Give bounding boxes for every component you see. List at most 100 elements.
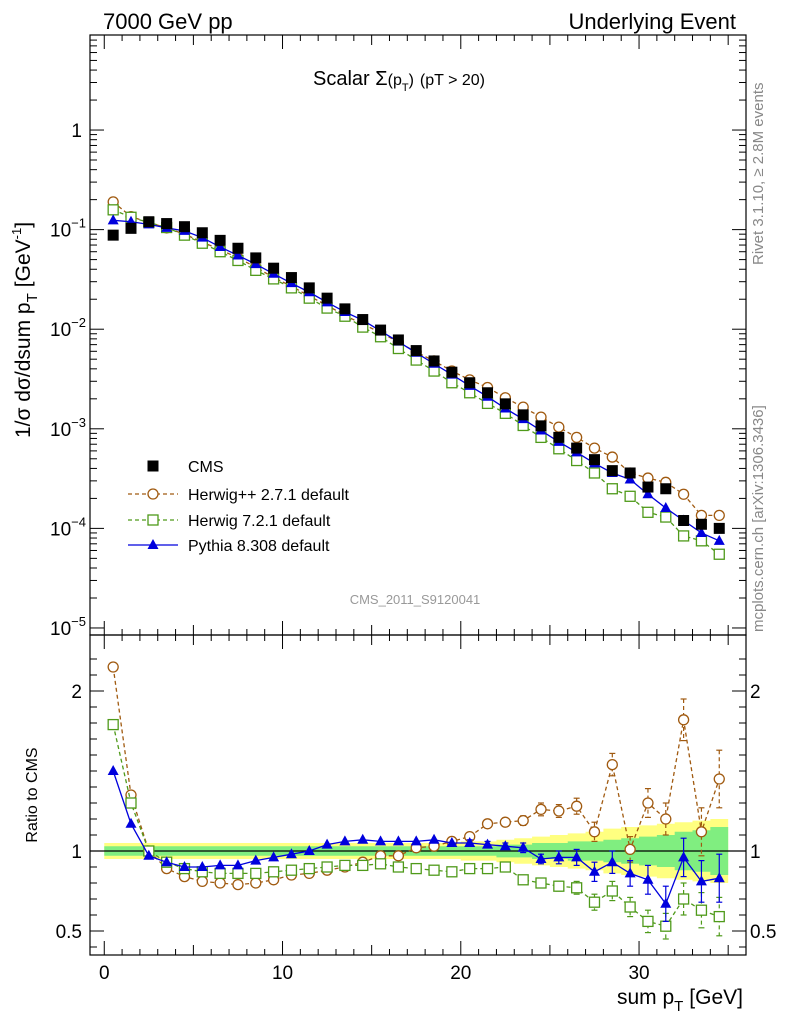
ratio-point-pythia-8-308-default: [571, 851, 583, 862]
ratio-point-pythia-8-308-default: [713, 872, 725, 883]
main-ytick-base: 10: [50, 619, 71, 640]
main-point-herwig-7-2-1-default: [624, 490, 636, 502]
main-point-cms: [392, 334, 404, 346]
ratio-point-pythia-8-308-default: [196, 861, 208, 871]
ratio-point-herwig-7-2-1-default: [464, 862, 476, 875]
side-label-bottom: mcplots.cern.ch [arXiv:1306.3436]: [750, 405, 767, 632]
ratio-ytick-label-right: 2: [750, 682, 761, 703]
ratio-point-pythia-8-308-default: [375, 835, 387, 846]
ratio-point-herwig-2-7-1-default: [606, 758, 618, 771]
ratio-point-pythia-8-308-default: [410, 835, 422, 846]
x-axis-label: sum pT [GeV]: [617, 986, 743, 1015]
main-point-cms: [482, 387, 494, 399]
main-point-cms: [678, 514, 690, 526]
legend-marker-herwig-2-7-1-default: [147, 488, 159, 500]
legend-label-cms: CMS: [188, 459, 224, 476]
xlabel-main: sum p: [617, 986, 674, 1009]
main-point-herwig-7-2-1-default: [606, 483, 618, 495]
main-point-pythia-8-308-default: [214, 240, 226, 251]
ylabel-main: 1/σ dσ/dsum p: [12, 302, 35, 438]
ratio-point-herwig-2-7-1-default: [392, 850, 405, 862]
main-point-cms: [214, 234, 226, 246]
ratio-point-herwig-7-2-1-default: [553, 880, 565, 892]
ratio-point-herwig-2-7-1-default: [571, 800, 583, 812]
main-point-pythia-8-308-default: [695, 526, 707, 537]
ratio-point-pythia-8-308-default: [678, 851, 690, 862]
main-point-cms: [535, 420, 547, 432]
ratio-point-herwig-7-2-1-default: [374, 858, 387, 870]
xtick-label: 20: [450, 963, 471, 984]
ratio-point-herwig-7-2-1-default: [713, 910, 725, 923]
main-point-cms: [268, 262, 280, 274]
legend: CMS Herwig++ 2.7.1 default Herwig 7.2.1 de…: [128, 459, 350, 555]
main-plot-title: Scalar Σ(pT) (pT > 20): [313, 68, 485, 94]
main-point-cms: [588, 454, 600, 466]
main-series-layer: [107, 196, 725, 560]
ratio-point-herwig-7-2-1-default: [606, 885, 618, 897]
ratio-point-herwig-7-2-1-default: [250, 867, 262, 880]
ratio-point-herwig-2-7-1-default: [499, 816, 511, 828]
main-point-cms: [339, 303, 351, 315]
main-ytick-label: 10−1: [50, 216, 86, 242]
legend-label-herwig-7-2-1-default: Herwig 7.2.1 default: [188, 513, 331, 530]
main-ytick-exp: −3: [71, 415, 86, 430]
xlabel-sub: T: [674, 998, 683, 1015]
main-ytick-label: 10−3: [50, 415, 86, 441]
analysis-watermark: CMS_2011_S9120041: [350, 592, 481, 607]
ratio-point-herwig-2-7-1-default: [214, 877, 226, 889]
ratio-y-axis-label: Ratio to CMS: [24, 747, 41, 842]
ratio-point-herwig-7-2-1-default: [357, 859, 369, 872]
ratio-point-herwig-7-2-1-default: [660, 920, 672, 932]
main-ytick-base: 10: [50, 519, 71, 540]
ratio-point-pythia-8-308-default: [214, 859, 226, 870]
main-ytick-label: 10−2: [50, 315, 86, 341]
ratio-point-herwig-7-2-1-default: [517, 874, 529, 886]
main-point-cms: [571, 442, 583, 454]
xtick-label: 10: [272, 963, 293, 984]
ratio-point-pythia-8-308-default: [339, 835, 351, 846]
main-point-herwig-2-7-1-default: [677, 488, 690, 500]
ratio-point-herwig-2-7-1-default: [481, 818, 494, 830]
ratio-point-herwig-2-7-1-default: [517, 814, 529, 827]
xtick-label: 0: [99, 963, 110, 984]
ratio-point-pythia-8-308-default: [428, 833, 440, 844]
main-point-cms: [624, 467, 636, 479]
ratio-point-herwig-7-2-1-default: [392, 861, 405, 873]
ratio-point-herwig-7-2-1-default: [321, 861, 333, 873]
main-point-cms: [375, 324, 387, 336]
ratio-point-pythia-8-308-default: [161, 856, 173, 867]
ratio-point-herwig-7-2-1-default: [107, 718, 119, 731]
main-point-cms: [232, 242, 244, 254]
main-point-cms: [125, 222, 137, 234]
main-point-cms: [446, 366, 458, 378]
title-sub-open: (p: [388, 72, 402, 89]
ratio-line-herwig-7-2-1-default: [112, 724, 720, 927]
main-point-cms: [517, 409, 529, 421]
main-ytick-label: 10−5: [50, 614, 86, 640]
legend-marker-pythia-8-308-default: [147, 539, 159, 549]
ratio-point-herwig-2-7-1-default: [535, 803, 547, 816]
ratio-point-pythia-8-308-default: [303, 845, 315, 855]
ratio-point-pythia-8-308-default: [535, 853, 547, 863]
ratio-point-herwig-2-7-1-default: [642, 797, 654, 809]
ratio-ytick-label-left: 0.5: [56, 922, 82, 943]
ratio-point-herwig-7-2-1-default: [125, 797, 137, 809]
ratio-point-herwig-7-2-1-default: [677, 893, 690, 905]
ratio-point-pythia-8-308-default: [357, 833, 369, 844]
ratio-point-herwig-7-2-1-default: [695, 904, 708, 916]
legend-label-herwig-2-7-1-default: Herwig++ 2.7.1 default: [188, 487, 350, 504]
ratio-point-herwig-7-2-1-default: [481, 862, 494, 875]
main-point-cms: [713, 522, 725, 534]
ratio-point-pythia-8-308-default: [285, 848, 297, 859]
ratio-point-herwig-2-7-1-default: [624, 843, 636, 856]
ratio-point-pythia-8-308-default: [143, 849, 155, 860]
main-point-cms: [196, 227, 208, 239]
main-y-axis-label: 1/σ dσ/dsum pT [GeV-1]: [9, 222, 41, 438]
ratio-ytick-label-right: 0.5: [750, 922, 776, 943]
ratio-point-pythia-8-308-default: [695, 875, 707, 886]
main-point-pythia-8-308-default: [713, 534, 725, 545]
main-ytick-exp: −1: [71, 216, 86, 231]
ratio-point-pythia-8-308-default: [107, 765, 119, 775]
ratio-point-herwig-2-7-1-default: [107, 661, 119, 673]
